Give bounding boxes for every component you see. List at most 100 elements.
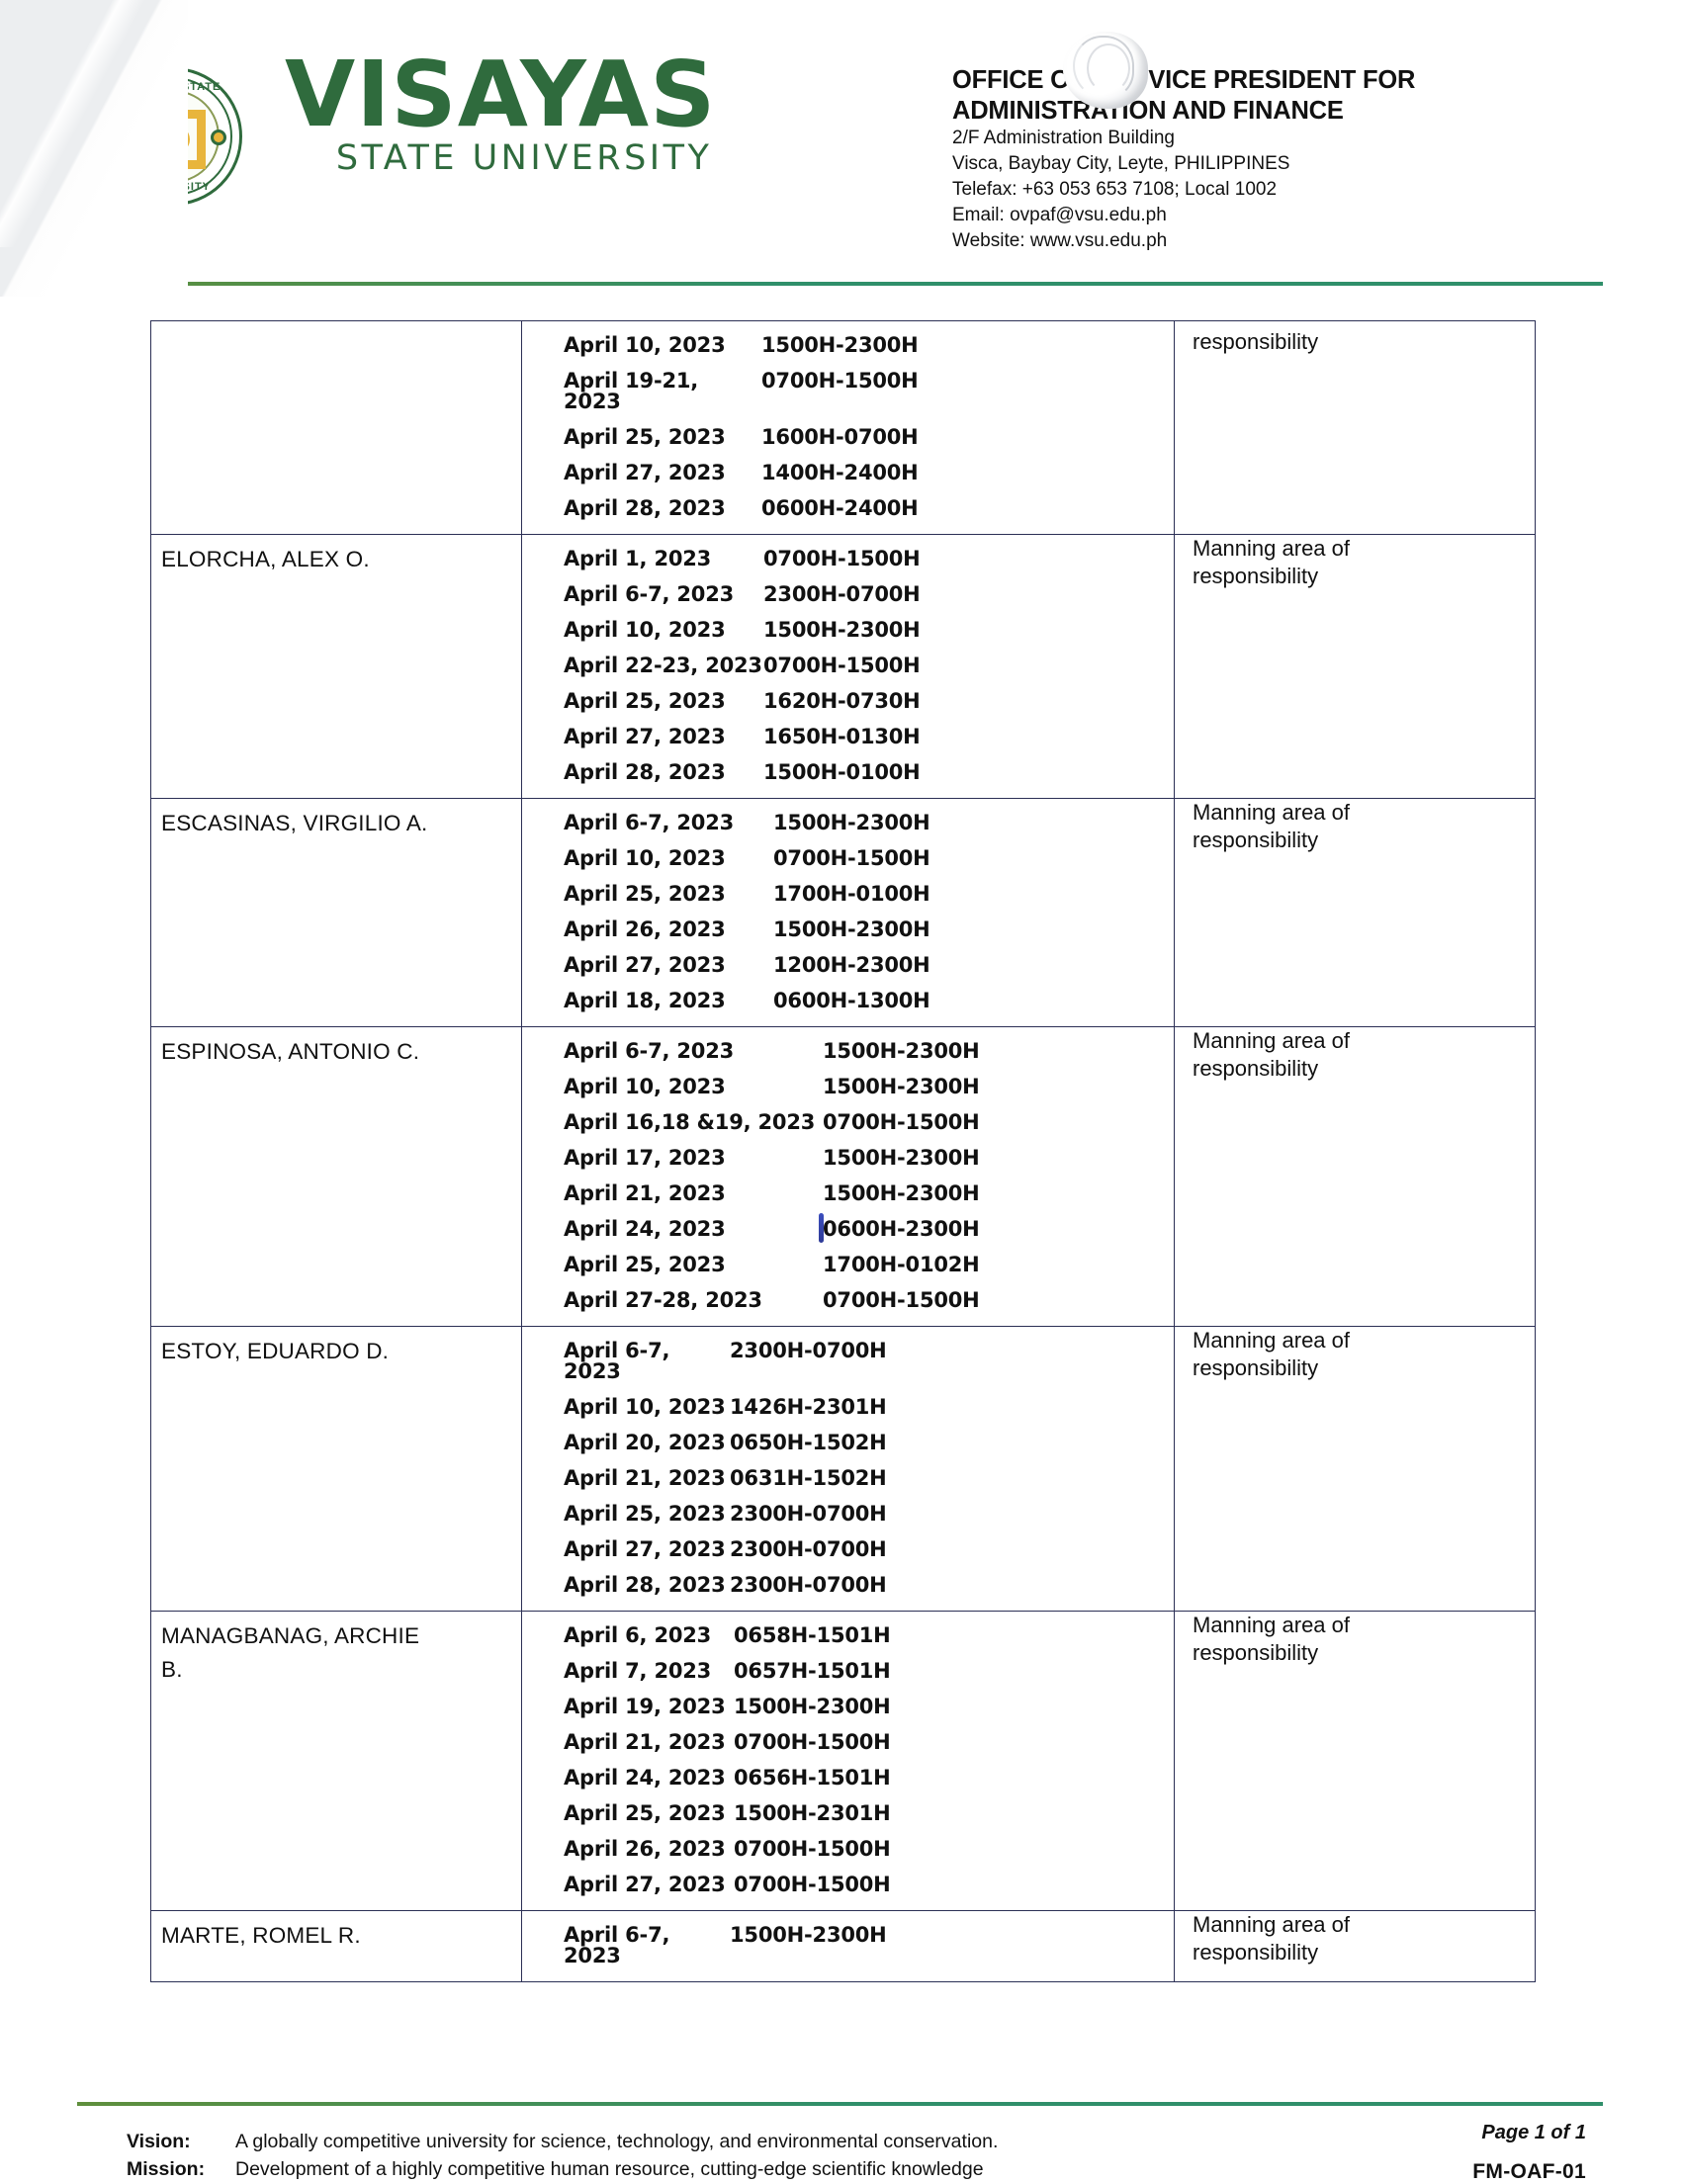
responsibility-cell: Manning area of responsibility — [1174, 1910, 1536, 1982]
schedule-time: 0700H-1500H — [823, 1109, 980, 1134]
schedule-date: April 6-7, 2023 — [564, 581, 735, 606]
schedule-entry: April 10, 2023 1500H-2300H — [522, 612, 1174, 648]
schedule-time: 0700H-1500H — [761, 368, 919, 393]
schedule-entry: April 25, 2023 1620H-0730H — [522, 683, 1174, 719]
schedule-date: April 25, 2023 — [564, 424, 726, 449]
office-block: OFFICE OF THE VICE PRESIDENT FOR ADMINIS… — [952, 65, 1585, 253]
schedule-date: April 6-7, 2023 — [564, 1338, 670, 1383]
schedule-date: April 28, 2023 — [564, 759, 726, 784]
schedule-date: April 27, 2023 — [564, 460, 726, 484]
schedule-time: 0600H-2300H — [819, 1212, 980, 1243]
responsibility-cell: Manning area of responsibility — [1174, 1611, 1536, 1911]
schedule-time: 1500H-2300H — [763, 617, 921, 642]
schedule-time: 1500H-2300H — [730, 1922, 887, 1947]
schedule-date: April 10, 2023 — [564, 617, 726, 642]
schedule-date: April 19-21, 2023 — [564, 368, 699, 413]
personnel-name-cell — [150, 320, 522, 535]
schedule-entry: April 27, 2023 0700H-1500H — [522, 1867, 1174, 1902]
schedule-time: 0700H-1500H — [734, 1836, 891, 1861]
schedule-time: 1600H-0700H — [761, 424, 919, 449]
personnel-name: ESTOY, EDUARDO D. — [161, 1339, 390, 1363]
form-code: FM-OAF-01 — [1472, 2160, 1586, 2183]
schedule-cell: April 6-7, 2023 1500H-2300H April 10, 2023… — [521, 1026, 1175, 1327]
schedule-entry: April 10, 2023 1500H-2300H — [522, 327, 1174, 363]
header-divider — [77, 282, 1603, 286]
footer-divider — [77, 2102, 1603, 2106]
university-seal-icon: VISAYAS STATE UNIVERSITY — [104, 67, 242, 206]
vision-text: A globally competitive university for sc… — [235, 2131, 999, 2152]
schedule-time: 0600H-1300H — [773, 988, 930, 1012]
schedule-entry: April 6-7, 2023 2300H-0700H — [522, 576, 1174, 612]
schedule-time: 0700H-1500H — [823, 1287, 980, 1312]
mission-text: Development of a highly competitive huma… — [235, 2158, 984, 2181]
schedule-entry: April 27-28, 2023 0700H-1500H — [522, 1282, 1174, 1318]
personnel-name: MARTE, ROMEL R. — [161, 1923, 361, 1948]
table-row: ELORCHA, ALEX O. April 1, 2023 0700H-1500H… — [150, 534, 1536, 799]
schedule-time: 0700H-1500H — [763, 653, 921, 677]
schedule-time: 1620H-0730H — [763, 688, 921, 713]
schedule-time: 0700H-1500H — [763, 546, 921, 570]
schedule-entry: April 25, 2023 1600H-0700H — [522, 419, 1174, 455]
schedule-time: 0656H-1501H — [734, 1765, 891, 1790]
personnel-name: ELORCHA, ALEX O. — [161, 547, 370, 571]
schedule-date: April 21, 2023 — [564, 1465, 726, 1490]
personnel-name-cell: ELORCHA, ALEX O. — [150, 534, 522, 799]
schedule-date: April 25, 2023 — [564, 881, 726, 906]
schedule-date: April 25, 2023 — [564, 1501, 726, 1526]
schedule-time: 2300H-0700H — [730, 1501, 887, 1526]
schedule-time: 1400H-2400H — [761, 460, 919, 484]
responsibility-cell: responsibility — [1174, 320, 1536, 535]
email-line: Email: ovpaf@vsu.edu.ph — [952, 204, 1167, 225]
table-body: April 10, 2023 1500H-2300H April 19-21, 20… — [150, 320, 1536, 1982]
schedule-time: 1500H-2300H — [773, 917, 930, 941]
handwritten-pen-mark — [819, 1212, 824, 1243]
address-line-1: 2/F Administration Building — [952, 128, 1175, 149]
schedule-date: April 6-7, 2023 — [564, 1922, 670, 1967]
website-line: Website: www.vsu.edu.ph — [952, 229, 1168, 251]
responsibility-text: Manning area of responsibility — [1193, 1613, 1350, 1666]
schedule-cell: April 1, 2023 0700H-1500H April 6-7, 2023 2… — [521, 534, 1175, 799]
schedule-date: April 27, 2023 — [564, 724, 726, 748]
telefax-line: Telefax: +63 053 653 7108; Local 1002 — [952, 178, 1278, 200]
schedule-date: April 10, 2023 — [564, 1394, 726, 1419]
schedule-time: 1500H-0100H — [763, 759, 921, 784]
schedule-date: April 24, 2023 — [564, 1216, 726, 1241]
schedule-entry: April 25, 2023 1500H-2301H — [522, 1795, 1174, 1831]
schedule-time: 0700H-1500H — [734, 1872, 891, 1896]
personnel-name-cell: MARTE, ROMEL R. — [150, 1910, 522, 1982]
responsibility-text: Manning area of responsibility — [1193, 800, 1350, 853]
schedule-date: April 18, 2023 — [564, 988, 726, 1012]
schedule-entry: April 10, 2023 0700H-1500H — [522, 840, 1174, 876]
footer-vision-mission: Vision: A globally competitive universit… — [127, 2128, 1313, 2184]
schedule-time: 1500H-2300H — [823, 1038, 980, 1063]
schedule-date: April 21, 2023 — [564, 1729, 726, 1754]
schedule-entry: April 28, 2023 1500H-0100H — [522, 754, 1174, 790]
schedule-time: 1500H-2300H — [761, 332, 919, 357]
schedule-time: 1500H-2300H — [823, 1145, 980, 1170]
schedule-date: April 6-7, 2023 — [564, 1038, 735, 1063]
schedule-date: April 27, 2023 — [564, 952, 726, 977]
schedule-list: April 6-7, 2023 1500H-2300H April 10, 2023… — [522, 799, 1174, 1026]
schedule-cell: April 6-7, 2023 1500H-2300H April 10, 2023… — [521, 798, 1175, 1027]
schedule-list: April 10, 2023 1500H-2300H April 19-21, 20… — [522, 321, 1174, 534]
schedule-entry: April 10, 2023 1426H-2301H — [522, 1389, 1174, 1425]
schedule-date: April 6-7, 2023 — [564, 810, 735, 834]
personnel-name: ESCASINAS, VIRGILIO A. — [161, 811, 428, 835]
schedule-date: April 1, 2023 — [564, 546, 712, 570]
table-row: MARTE, ROMEL R. April 6-7, 2023 1500H-2300… — [150, 1910, 1536, 1982]
office-title-line1: OFFICE OF THE VICE PRESIDENT FOR — [952, 66, 1416, 94]
table-row: April 10, 2023 1500H-2300H April 19-21, 20… — [150, 320, 1536, 535]
table-row: ESPINOSA, ANTONIO C. April 6-7, 2023 1500H… — [150, 1026, 1536, 1327]
schedule-time: 1426H-2301H — [730, 1394, 887, 1419]
schedule-entry: April 18, 2023 0600H-1300H — [522, 983, 1174, 1018]
document-header: VISAYAS STATE UNIVERSITY VISAYAS STATE U… — [0, 0, 1681, 267]
schedule-date: April 25, 2023 — [564, 1252, 726, 1276]
schedule-cell: April 6, 2023 0658H-1501H April 7, 2023 065… — [521, 1611, 1175, 1911]
schedule-date: April 17, 2023 — [564, 1145, 726, 1170]
personnel-name-cell: MANAGBANAG, ARCHIE B. — [150, 1611, 522, 1911]
schedule-entry: April 6-7, 2023 1500H-2300H — [522, 1917, 1174, 1973]
schedule-date: April 22-23, 2023 — [564, 653, 762, 677]
schedule-time: 0657H-1501H — [734, 1658, 891, 1683]
schedule-time: 2300H-0700H — [730, 1536, 887, 1561]
schedule-entry: April 20, 2023 0650H-1502H — [522, 1425, 1174, 1460]
